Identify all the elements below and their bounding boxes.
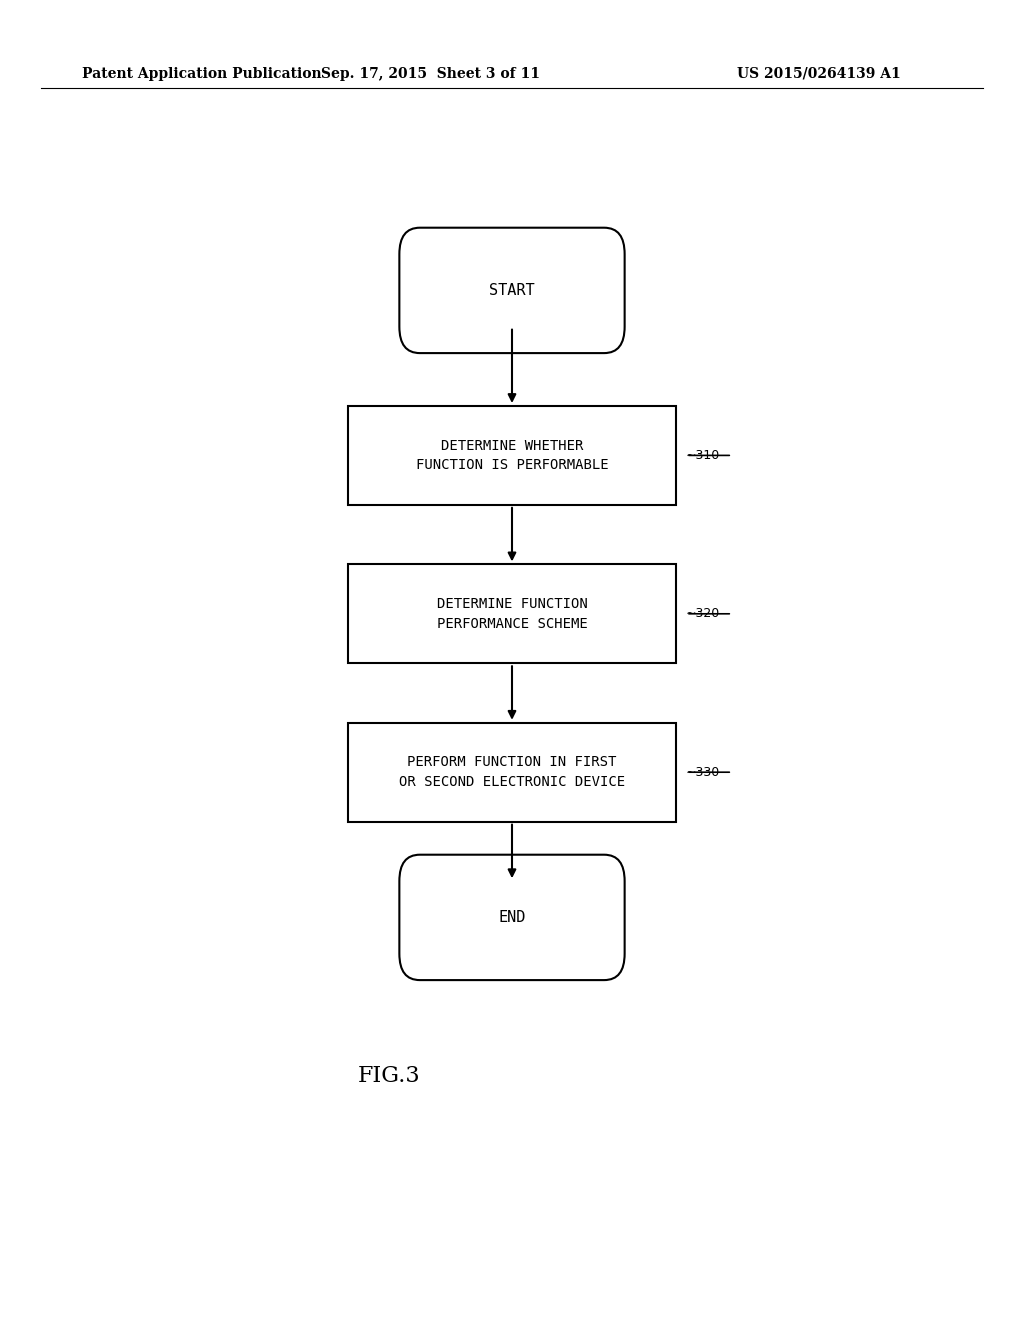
Text: PERFORM FUNCTION IN FIRST
OR SECOND ELECTRONIC DEVICE: PERFORM FUNCTION IN FIRST OR SECOND ELEC… (399, 755, 625, 789)
Text: ~330: ~330 (686, 766, 720, 779)
FancyBboxPatch shape (348, 407, 676, 504)
Text: Patent Application Publication: Patent Application Publication (82, 67, 322, 81)
FancyBboxPatch shape (348, 565, 676, 663)
Text: ~310: ~310 (686, 449, 720, 462)
Text: END: END (499, 909, 525, 925)
Text: ~320: ~320 (686, 607, 720, 620)
Text: US 2015/0264139 A1: US 2015/0264139 A1 (737, 67, 901, 81)
FancyBboxPatch shape (348, 722, 676, 821)
Text: DETERMINE FUNCTION
PERFORMANCE SCHEME: DETERMINE FUNCTION PERFORMANCE SCHEME (436, 597, 588, 631)
Text: Sep. 17, 2015  Sheet 3 of 11: Sep. 17, 2015 Sheet 3 of 11 (321, 67, 540, 81)
Text: START: START (489, 282, 535, 298)
FancyBboxPatch shape (399, 227, 625, 352)
FancyBboxPatch shape (399, 855, 625, 979)
Text: FIG.3: FIG.3 (357, 1065, 421, 1086)
Text: DETERMINE WHETHER
FUNCTION IS PERFORMABLE: DETERMINE WHETHER FUNCTION IS PERFORMABL… (416, 438, 608, 473)
